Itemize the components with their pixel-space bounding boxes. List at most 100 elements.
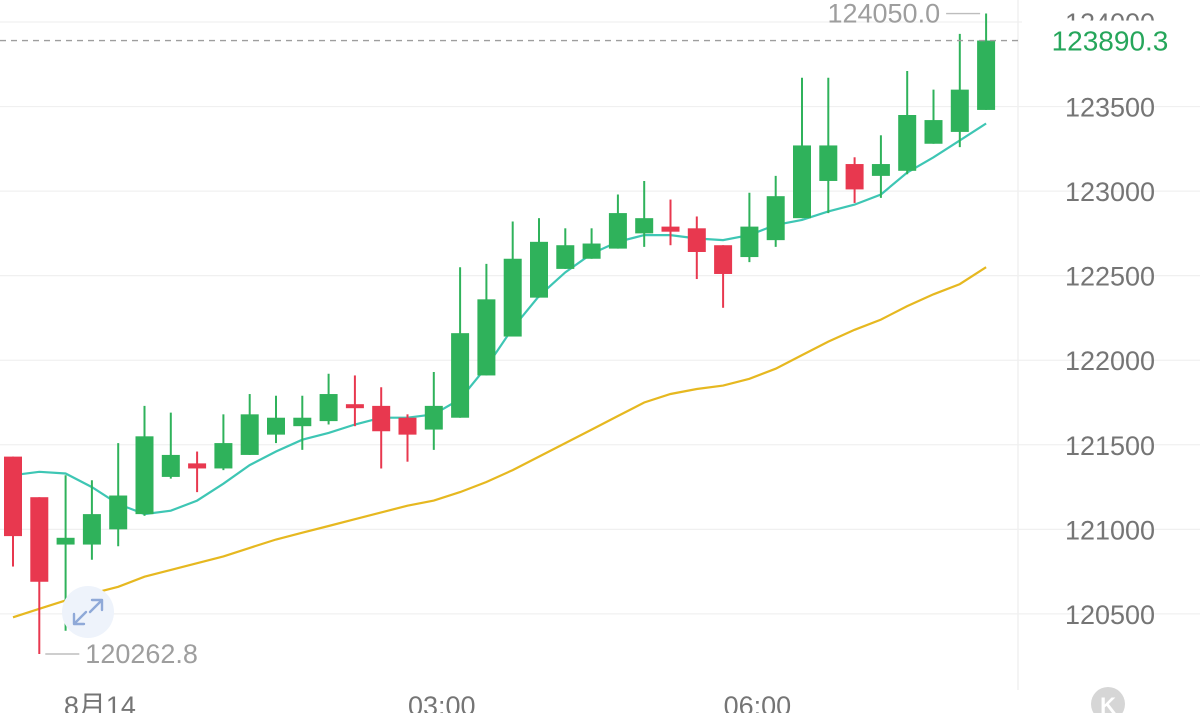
candle-down: [345, 375, 364, 427]
k-icon[interactable]: K: [1091, 687, 1125, 713]
y-tick-label: 121000: [1065, 515, 1155, 545]
candle-body: [871, 164, 890, 176]
candle-body: [424, 405, 443, 430]
candle-body: [766, 196, 785, 241]
candle-body: [372, 405, 391, 432]
candle-up: [293, 395, 312, 450]
candle-up: [582, 228, 601, 259]
candle-body: [56, 537, 75, 545]
candle-body: [924, 120, 943, 144]
candle-up: [530, 218, 548, 298]
candle-body: [135, 436, 154, 515]
low-annotation: 120262.8: [85, 639, 198, 669]
candle-body: [582, 243, 601, 259]
candles: [4, 13, 996, 655]
candle-body: [740, 226, 759, 258]
x-axis-ticks: 8月14 03:00 06:00: [64, 691, 791, 713]
candle-up: [608, 194, 627, 249]
candle-up: [503, 221, 522, 337]
candle-body: [687, 228, 706, 252]
candle-up: [267, 395, 285, 444]
candle-body: [950, 89, 969, 132]
candle-down: [398, 414, 417, 462]
candle-up: [451, 267, 470, 418]
candle-up: [240, 394, 259, 455]
candle-body: [82, 514, 101, 545]
candle-body: [845, 164, 864, 190]
candle-body: [398, 417, 417, 435]
candle-down: [30, 497, 49, 655]
candle-up: [740, 192, 759, 263]
svg-text:K: K: [1100, 693, 1116, 713]
candle-up: [871, 135, 890, 198]
candle-body: [556, 245, 575, 269]
candle-down: [188, 451, 207, 493]
candle-body: [635, 218, 654, 234]
candle-up: [214, 414, 233, 471]
y-axis-ticks: 120500 121000 121500 122000 122500 123000 1235…: [1065, 8, 1155, 630]
expand-arrows-icon[interactable]: [62, 586, 114, 638]
candle-down: [372, 387, 391, 469]
candle-body: [898, 115, 917, 171]
candle-down: [687, 216, 706, 280]
candle-down: [661, 199, 680, 246]
candle-body: [161, 454, 180, 477]
candle-down: [845, 157, 864, 203]
candle-up: [977, 13, 996, 110]
ma-fast-line: [12, 122, 987, 516]
candle-up: [319, 373, 338, 425]
candle-body: [977, 40, 996, 110]
moving-averages: [12, 122, 987, 619]
y-tick-label: 122000: [1065, 346, 1155, 376]
candle-body: [345, 404, 364, 409]
candle-up: [109, 443, 128, 547]
candle-body: [451, 333, 470, 418]
y-tick-label: 123000: [1065, 177, 1155, 207]
candle-body: [4, 456, 22, 537]
candle-up: [635, 180, 654, 247]
x-tick-label: 06:00: [724, 691, 792, 713]
candle-up: [161, 412, 180, 479]
grid-lines: [0, 21, 1200, 615]
candle-body: [608, 213, 627, 249]
y-tick-label: 120500: [1065, 600, 1155, 630]
candle-up: [82, 480, 101, 560]
candle-up: [898, 71, 917, 175]
candle-body: [793, 145, 811, 219]
candle-up: [135, 405, 154, 516]
candle-body: [503, 258, 522, 337]
candle-up: [556, 228, 575, 269]
candle-up: [424, 372, 443, 450]
candle-body: [293, 417, 312, 427]
candle-body: [661, 226, 680, 232]
last-price-label-bg: [1022, 20, 1200, 61]
y-tick-label: 123500: [1065, 93, 1155, 123]
candle-up: [950, 33, 969, 148]
candle-body: [240, 414, 259, 455]
x-tick-label: 8月14: [64, 691, 136, 713]
candle-down: [714, 245, 733, 308]
candle-body: [319, 394, 338, 422]
candle-body: [819, 145, 838, 181]
candle-down: [4, 456, 22, 567]
candle-body: [214, 443, 233, 469]
candle-up: [766, 175, 785, 247]
candle-body: [188, 463, 207, 469]
candle-body: [30, 497, 49, 582]
x-tick-label: 03:00: [408, 691, 476, 713]
y-tick-label: 121500: [1065, 431, 1155, 461]
candle-body: [714, 245, 733, 274]
candle-up: [477, 263, 496, 376]
candle-body: [530, 241, 548, 298]
candle-up: [793, 77, 811, 219]
candle-body: [477, 299, 496, 376]
y-tick-label: 122500: [1065, 262, 1155, 292]
ma-slow-line: [12, 266, 987, 619]
candle-body: [267, 417, 285, 435]
high-annotation: 124050.0: [827, 0, 940, 29]
candle-body: [109, 495, 128, 530]
candle-up: [924, 89, 943, 144]
candle-up: [819, 77, 838, 214]
last-price-label: 123890.3: [1052, 26, 1169, 57]
